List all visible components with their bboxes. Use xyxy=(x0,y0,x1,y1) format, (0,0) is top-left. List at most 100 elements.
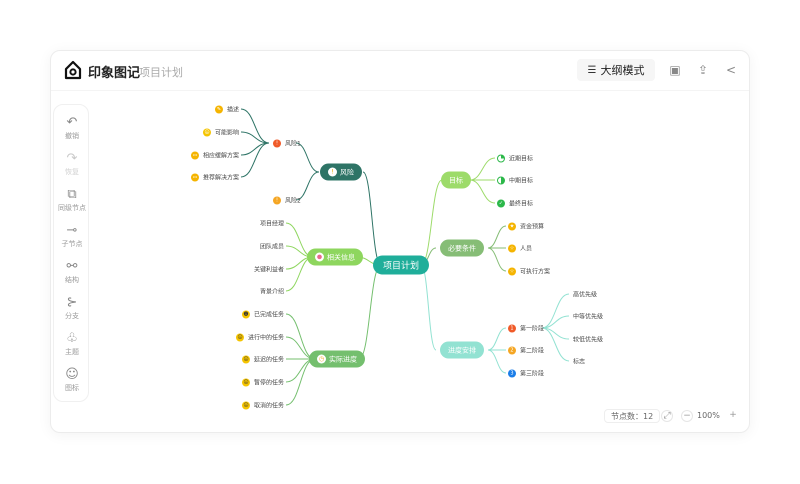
connector-line xyxy=(285,245,314,258)
node-phase1-child[interactable]: 高优先级 xyxy=(573,290,597,299)
node-info[interactable]: ● 相关信息 xyxy=(307,248,363,266)
progress-complete-icon: ✓ xyxy=(497,199,505,207)
node-info-child[interactable]: 关键利益者 xyxy=(254,265,284,274)
undo-icon: ↶ xyxy=(66,115,78,130)
node-risk[interactable]: ! 风险 xyxy=(320,163,362,181)
node-count-badge: 节点数：12 xyxy=(604,409,661,423)
present-icon[interactable]: ▣ xyxy=(669,63,681,77)
node-label: 第三阶段 xyxy=(520,370,545,378)
node-phase[interactable]: 1 第一阶段 xyxy=(508,324,544,333)
app-brand: 印象图记 xyxy=(88,66,141,81)
node-mitigation[interactable]: ▭ 相应缓解方案 xyxy=(190,151,239,160)
sidebar-item-branch[interactable]: ⊱ 分支 xyxy=(54,295,90,321)
connector-line xyxy=(541,327,570,340)
node-progress[interactable]: ◷ 实际进度 xyxy=(309,350,365,368)
sidebar-item-theme[interactable]: ♧ 主题 xyxy=(54,331,90,357)
node-count: 12 xyxy=(643,412,654,421)
node-solution[interactable]: ▭ 推荐解决方案 xyxy=(190,173,239,182)
node-goal-child[interactable]: ✓ 最终目标 xyxy=(497,199,533,208)
document-title[interactable]: 项目计划 xyxy=(139,66,183,79)
sidebar-label: 图标 xyxy=(65,384,79,392)
sidebar-item-icon[interactable]: ☺ 图标 xyxy=(54,367,90,393)
sidebar-label: 主题 xyxy=(65,348,79,356)
node-label: 风险2 xyxy=(285,197,301,205)
emoji-shocked-icon: ☹ xyxy=(241,401,250,409)
node-info-child[interactable]: 背景介绍 xyxy=(260,287,284,296)
node-label: 可能影响 xyxy=(214,129,239,137)
export-icon[interactable]: ⇪ xyxy=(697,63,709,77)
connector-line xyxy=(487,225,507,249)
node-label: 可执行方案 xyxy=(520,268,551,276)
node-label: 人员 xyxy=(520,245,533,253)
node-label: 近期目标 xyxy=(509,155,534,163)
connector-line xyxy=(285,358,316,406)
sidebar-item-undo[interactable]: ↶ 撤销 xyxy=(54,115,90,141)
node-progress-child[interactable]: ☹ 暂停的任务 xyxy=(241,378,284,387)
node-label: 推荐解决方案 xyxy=(202,174,239,182)
connector-line xyxy=(469,179,496,204)
node-label: 关键利益者 xyxy=(253,266,284,274)
connector-line xyxy=(541,315,570,329)
node-label: 高优先级 xyxy=(573,291,598,299)
node-label: 第二阶段 xyxy=(520,347,545,355)
redo-icon: ↷ xyxy=(66,151,78,166)
node-phase1-child[interactable]: 标志 xyxy=(573,357,585,366)
node-info-child[interactable]: 团队成员 xyxy=(260,242,284,251)
node-req-child[interactable]: ☆ 可执行方案 xyxy=(508,267,550,276)
emoji-icon: ☹ xyxy=(202,128,211,136)
node-impact[interactable]: ☹ 可能影响 xyxy=(202,128,239,137)
header: 印象图记 项目计划 ☰ 大纲模式 ▣ ⇪ < xyxy=(51,51,749,91)
star-icon: ★ xyxy=(508,222,516,230)
node-count-label: 节点数： xyxy=(611,412,643,421)
priority-3-icon: 3 xyxy=(508,369,516,377)
node-label: 相关信息 xyxy=(327,253,355,261)
node-progress-child[interactable]: ☹ 延迟的任务 xyxy=(241,355,284,364)
sidebar-item-sibling-node[interactable]: ⧉ 同级节点 xyxy=(54,187,90,213)
node-description[interactable]: ✎ 描述 xyxy=(214,105,239,114)
node-label: 中等优先级 xyxy=(573,313,604,321)
node-req-child[interactable]: ★ 资金预算 xyxy=(508,222,544,231)
node-label: 描述 xyxy=(226,106,239,114)
node-phase[interactable]: 3 第三阶段 xyxy=(508,369,544,378)
node-risk2[interactable]: ! 风险2 xyxy=(273,196,301,205)
node-phase1-child[interactable]: 较低优先级 xyxy=(573,335,603,344)
zoom-out-button[interactable]: − xyxy=(681,410,693,422)
connector-line xyxy=(285,313,316,360)
app-window: 印象图记 项目计划 ☰ 大纲模式 ▣ ⇪ < ↶ 撤销 ↷ 恢复 ⧉ 同级节点 ⊸ 子节点… xyxy=(50,50,750,433)
sidebar-item-child-node[interactable]: ⊸ 子节点 xyxy=(54,223,90,249)
node-req-child[interactable]: ☆ 人员 xyxy=(508,244,532,253)
connector-line xyxy=(295,171,320,201)
outline-mode-button[interactable]: ☰ 大纲模式 xyxy=(577,59,655,81)
node-label: 相应缓解方案 xyxy=(202,152,239,160)
connector-line xyxy=(240,142,270,178)
node-progress-child[interactable]: ☻ 已完成任务 xyxy=(241,310,284,319)
connector-line xyxy=(285,256,314,270)
node-phase1-child[interactable]: 中等优先级 xyxy=(573,312,603,321)
sidebar-item-redo[interactable]: ↷ 恢复 xyxy=(54,151,90,177)
root-node[interactable]: 项目计划 xyxy=(372,255,430,275)
node-label: 中期目标 xyxy=(509,177,534,185)
node-progress-child[interactable]: ☹ 取消的任务 xyxy=(241,401,284,410)
node-goal[interactable]: 目标 xyxy=(441,171,471,189)
connector-line xyxy=(240,131,270,144)
fit-view-button[interactable]: ⤢ xyxy=(661,410,673,422)
connector-line xyxy=(487,349,507,374)
share-icon[interactable]: < xyxy=(725,63,737,77)
connector-line xyxy=(420,247,437,266)
zoom-in-button[interactable]: + xyxy=(729,410,737,420)
node-requirements[interactable]: 必要条件 xyxy=(440,239,484,257)
node-goal-child[interactable]: 近期目标 xyxy=(497,154,533,163)
node-goal-child[interactable]: 中期目标 xyxy=(497,176,533,185)
node-phase[interactable]: 2 第二阶段 xyxy=(508,346,544,355)
node-info-child[interactable]: 项目经理 xyxy=(260,219,284,228)
node-progress-child[interactable]: ☺ 进行中的任务 xyxy=(235,333,284,342)
priority-1-icon: ! xyxy=(273,139,281,147)
pencil-icon: ✎ xyxy=(214,105,223,113)
node-schedule[interactable]: 进度安排 xyxy=(440,341,484,359)
note-icon: ▭ xyxy=(190,173,199,181)
sidebar-item-structure[interactable]: ⚯ 结构 xyxy=(54,259,90,285)
node-label: 第一阶段 xyxy=(520,325,545,333)
node-label: 延迟的任务 xyxy=(253,356,284,364)
emoji-icon: ☺ xyxy=(65,367,79,382)
node-risk1[interactable]: ! 风险1 xyxy=(273,139,301,148)
